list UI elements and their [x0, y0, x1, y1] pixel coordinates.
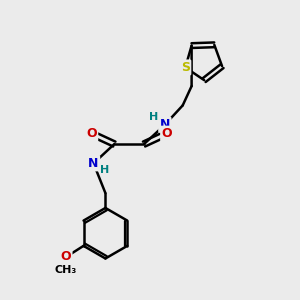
Text: O: O	[86, 127, 97, 140]
Text: H: H	[100, 165, 110, 175]
Text: CH₃: CH₃	[55, 265, 77, 275]
Text: O: O	[162, 127, 172, 140]
Text: H: H	[149, 112, 158, 122]
Text: S: S	[181, 61, 190, 74]
Text: O: O	[60, 250, 71, 263]
Text: N: N	[160, 118, 170, 131]
Text: N: N	[88, 157, 99, 170]
